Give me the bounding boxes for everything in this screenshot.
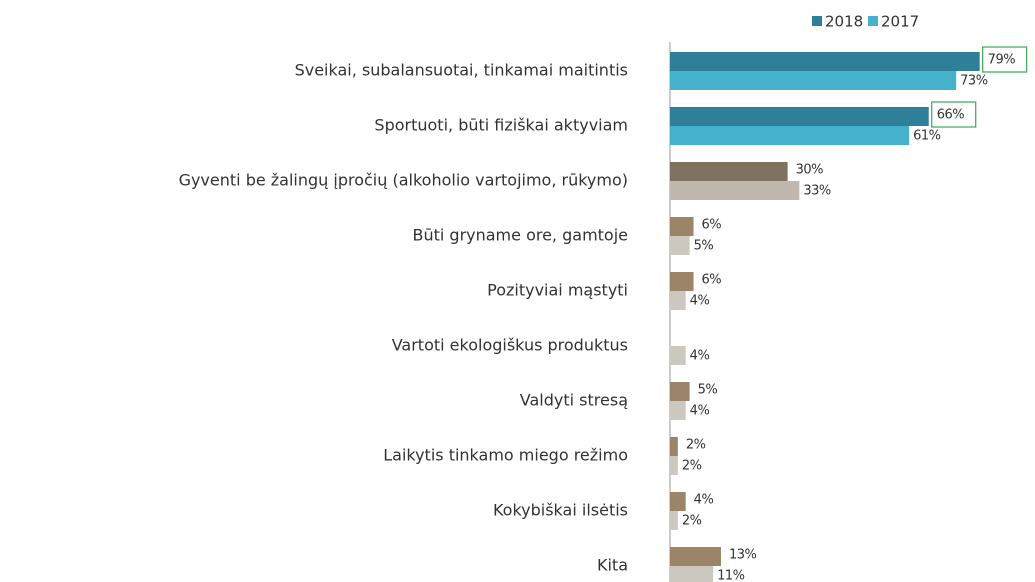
value-label: 4% [690,294,710,309]
value-label: 66% [937,108,965,123]
bar [670,162,788,181]
bar [670,107,929,126]
value-label: 4% [690,404,710,419]
value-label: 73% [960,74,988,89]
bar [670,291,686,310]
category-label: Kokybiškai ilsėtis [493,501,628,520]
bar [670,126,910,145]
category-label: Pozityviai mąstyti [487,281,628,300]
bar [670,382,690,401]
category-label: Sveikai, subalansuotai, tinkamai maitint… [295,61,628,80]
value-label: 5% [698,383,718,398]
bar [670,401,686,420]
value-label: 79% [988,53,1016,68]
bar [670,217,694,236]
bar [670,547,721,566]
value-label: 2% [682,514,702,529]
category-label: Būti gryname ore, gamtoje [412,226,628,245]
category-label: Vartoti ekologiškus produktus [392,336,628,355]
value-label: 30% [796,163,824,178]
bar [670,52,980,71]
bar [670,511,678,530]
bar [670,346,686,365]
value-label: 6% [702,273,722,288]
highlight-box [931,101,977,128]
bar [670,492,686,511]
bar [670,71,957,90]
bar [670,566,714,582]
value-label: 2% [682,459,702,474]
value-label: 4% [694,493,714,508]
bar [670,272,694,291]
value-label: 4% [690,349,710,364]
bar [670,437,678,456]
category-label: Valdyti stresą [520,391,628,410]
value-label: 11% [717,569,745,582]
legend-label: 2018 [825,13,863,31]
value-label: 13% [729,548,757,563]
value-label: 61% [913,129,941,144]
bar [670,236,690,255]
category-label: Kita [597,556,628,575]
category-label: Laikytis tinkamo miego režimo [383,446,628,465]
category-label: Sportuoti, būti fiziškai aktyviam [374,116,628,135]
legend-label: 2017 [881,13,919,31]
legend-swatch [868,16,878,26]
value-label: 5% [694,239,714,254]
value-label: 2% [686,438,706,453]
highlight-box [982,46,1028,73]
bar [670,456,678,475]
legend-swatch [812,16,822,26]
category-label: Gyventi be žalingų įpročių (alkoholio va… [179,171,628,190]
bar [670,181,800,200]
value-label: 6% [702,218,722,233]
value-label: 33% [803,184,831,199]
